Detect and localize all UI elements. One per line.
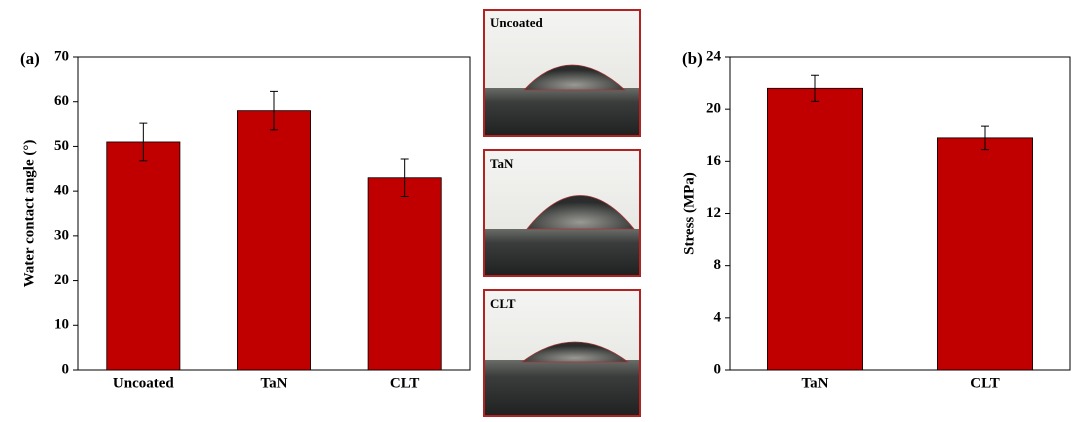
image-label: CLT bbox=[490, 296, 516, 311]
y-tick-label: 0 bbox=[62, 361, 70, 377]
y-tick-label: 10 bbox=[54, 317, 69, 333]
y-tick-label: 12 bbox=[706, 205, 721, 221]
x-tick-label: CLT bbox=[390, 375, 419, 391]
droplet-images: Uncoated TaN CLT bbox=[484, 10, 640, 416]
y-tick-label: 20 bbox=[54, 272, 69, 288]
bar bbox=[237, 111, 310, 370]
y-axis-label: Water contact angle (°) bbox=[21, 140, 37, 288]
y-tick-label: 8 bbox=[714, 257, 722, 273]
droplet-image: TaN bbox=[484, 150, 640, 276]
y-tick-label: 20 bbox=[706, 101, 721, 117]
droplet-image: Uncoated bbox=[484, 10, 640, 136]
bar bbox=[368, 178, 441, 370]
y-tick-label: 50 bbox=[54, 138, 69, 154]
y-tick-label: 0 bbox=[714, 361, 722, 377]
y-axis-label: Stress (MPa) bbox=[681, 172, 697, 255]
x-tick-label: TaN bbox=[802, 375, 829, 391]
bar bbox=[767, 88, 862, 370]
y-tick-label: 4 bbox=[714, 309, 722, 325]
y-tick-label: 24 bbox=[706, 48, 722, 64]
panel-label: (a) bbox=[20, 49, 40, 68]
image-label: Uncoated bbox=[490, 15, 543, 30]
x-tick-label: Uncoated bbox=[113, 375, 174, 391]
figure: Uncoated TaN CLT (a) Water contact angle … bbox=[0, 0, 1078, 417]
y-tick-label: 60 bbox=[54, 93, 69, 109]
x-tick-label: CLT bbox=[970, 375, 999, 391]
y-tick-label: 40 bbox=[54, 183, 69, 199]
image-label: TaN bbox=[490, 156, 514, 171]
panel-label: (b) bbox=[682, 49, 703, 68]
droplet-image: CLT bbox=[484, 290, 640, 416]
y-tick-label: 70 bbox=[54, 48, 69, 64]
y-tick-label: 30 bbox=[54, 227, 69, 243]
y-tick-label: 16 bbox=[706, 153, 722, 169]
bar bbox=[107, 142, 180, 370]
x-tick-label: TaN bbox=[261, 375, 288, 391]
bar bbox=[937, 138, 1032, 370]
